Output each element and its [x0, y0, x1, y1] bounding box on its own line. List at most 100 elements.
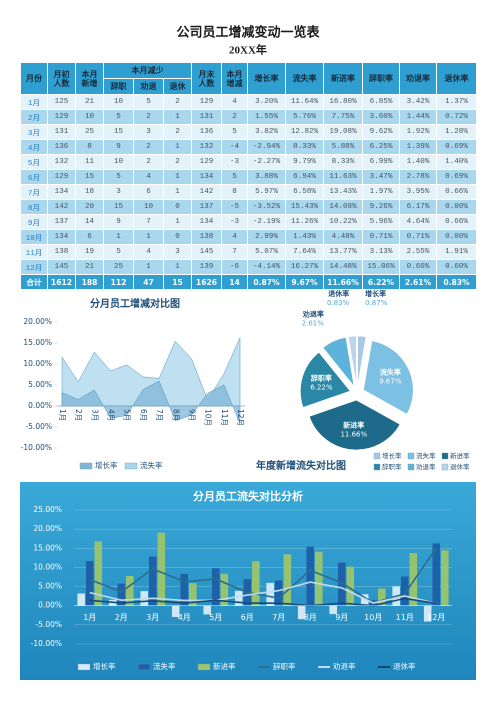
pie-label-value: 11.66%: [340, 430, 367, 438]
pie-label-value: 0.83%: [327, 299, 350, 307]
pie-slice: [347, 335, 357, 387]
x-tick-label: 10月: [364, 613, 382, 622]
bar: [315, 551, 323, 606]
column-header: 月初人数: [47, 62, 76, 95]
cell: 9月: [20, 214, 48, 230]
cell: 134: [47, 229, 76, 245]
cell: 8: [75, 139, 104, 155]
bar: [432, 543, 441, 606]
legend-label: 增长率: [93, 661, 116, 671]
cell: 136: [47, 139, 76, 155]
cell: 10: [103, 154, 134, 170]
cell: 138: [47, 244, 76, 260]
cell: 3.42%: [399, 94, 437, 110]
pie-label-value: 2.61%: [302, 320, 325, 328]
cell: 0.87%: [247, 274, 286, 290]
cell: 10: [133, 199, 164, 215]
cell: 5: [103, 244, 134, 260]
legend-label: 增长率: [95, 460, 118, 470]
cell: 1.39%: [399, 139, 437, 155]
legend-swatch: [124, 462, 138, 470]
pie-label-name: 退休率: [328, 289, 349, 298]
cell: 3.13%: [362, 244, 400, 260]
cell: 12.82%: [285, 124, 324, 140]
cell: 3: [103, 184, 134, 200]
x-tick-label: 1月: [58, 409, 67, 421]
pie-label-name: 劝退率: [302, 310, 324, 319]
cell: 1: [163, 259, 192, 275]
cell: 1.91%: [436, 244, 477, 260]
bar: [400, 576, 409, 606]
cell: 7.64%: [285, 244, 324, 260]
bar: [409, 552, 418, 606]
cell: 2: [133, 109, 164, 125]
cell: 134: [47, 184, 76, 200]
cell: 8.33%: [285, 139, 324, 155]
column-header: 劝退率: [399, 62, 437, 95]
bar: [126, 576, 134, 606]
cell: 3.20%: [247, 94, 286, 110]
pie-label-value: 9.67%: [379, 378, 402, 386]
cell: 2: [163, 94, 192, 110]
pie-slice: [322, 336, 355, 389]
column-header: 劝退: [133, 78, 164, 95]
column-header-text: 流失率: [292, 74, 317, 83]
cell: 14.48%: [323, 259, 363, 275]
x-tick-label: 5月: [123, 409, 132, 421]
bar: [117, 583, 126, 606]
cell: 合计: [20, 274, 48, 290]
chart-title: 分月员工流失对比分析: [193, 489, 303, 503]
cell: -4.14%: [247, 259, 286, 275]
cell: 21: [75, 94, 104, 110]
legend-label: 劝退率: [416, 462, 436, 471]
pie-label-name: 增长率: [365, 289, 386, 298]
column-header: 辞职率: [362, 62, 400, 95]
legend-label: 退休率: [393, 661, 416, 671]
cell: 1: [163, 214, 192, 230]
cell: 139: [191, 259, 222, 275]
cell: 0: [163, 229, 192, 245]
cell: 11.63%: [323, 169, 363, 185]
cell: 11.26%: [285, 214, 324, 230]
cell: 15.43%: [285, 199, 324, 215]
data-row: 6月 129 15 5 4 1 134 5 3.88% 6.94% 11.63% 3.47% 2.78%…: [20, 169, 477, 185]
x-tick-label: 3月: [146, 613, 159, 622]
bar: [337, 562, 346, 606]
column-header-text: 增长率: [254, 74, 279, 83]
bar: [77, 593, 85, 606]
cell: 9.62%: [362, 124, 400, 140]
cell: 2月: [20, 109, 48, 125]
pie-slice: [299, 351, 351, 408]
x-tick-label: 3月: [90, 409, 99, 421]
line: [89, 597, 437, 607]
bar: [234, 590, 243, 606]
cell: 145: [191, 244, 222, 260]
y-tick-label: -10.00%: [31, 639, 62, 648]
cell: 11月: [20, 244, 48, 260]
cell: 2.61%: [399, 274, 437, 290]
y-tick-label: 0.00%: [28, 401, 52, 410]
column-header-text: 劝退率: [406, 74, 430, 83]
cell: 8月: [20, 199, 48, 215]
area: [61, 380, 241, 424]
cell: 3.82%: [247, 124, 286, 140]
cell: 6.85%: [362, 94, 400, 110]
cell: 1.43%: [285, 229, 324, 245]
bar: [378, 588, 386, 606]
legend-swatch: [137, 663, 151, 671]
cell: 5: [221, 169, 248, 185]
cell: 25: [103, 259, 134, 275]
pie-label-name: 新进率: [343, 420, 364, 429]
area: [61, 337, 241, 407]
x-tick-label: 11月: [220, 409, 229, 426]
legend-label: 新进率: [213, 661, 236, 671]
cell: 134: [191, 169, 222, 185]
cell: 142: [191, 184, 222, 200]
data-row: 7月 134 18 3 6 1 142 8 5.97% 6.58% 13.43% 1.97% 3.95%…: [20, 184, 477, 200]
x-tick-label: 12月: [236, 409, 245, 426]
cell: 6: [133, 184, 164, 200]
chart-title: 分月员工增减对比图: [90, 297, 180, 310]
column-header-text: 本月增减: [226, 69, 243, 88]
legend-swatch: [373, 452, 381, 460]
